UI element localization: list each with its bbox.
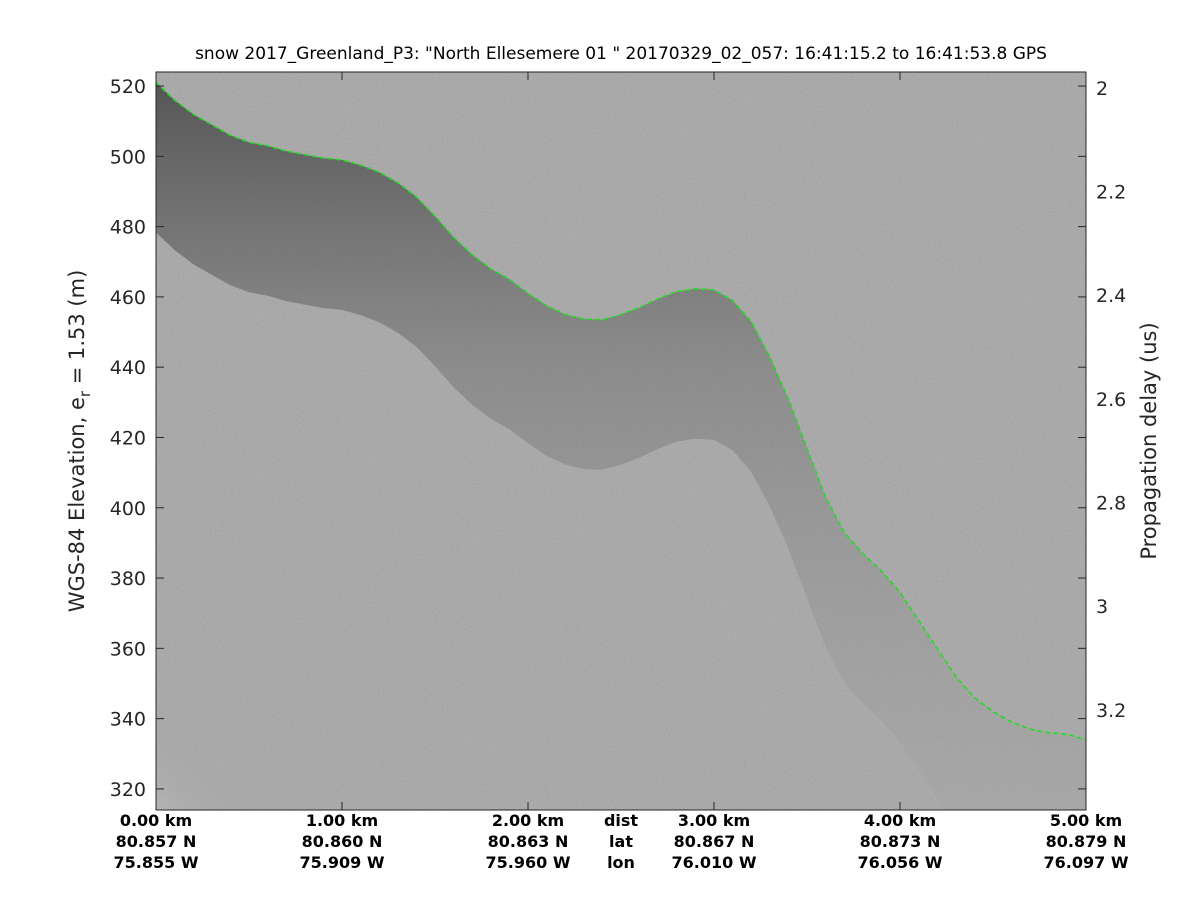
y2-axis-ticks: 2 2.2 2.4 2.6 2.8 3 3.2	[1096, 78, 1126, 722]
y-tick-label: 340	[110, 709, 146, 731]
plot-area	[156, 72, 1086, 810]
x-tick-lon-label: 75.960 W	[486, 853, 571, 872]
y-tick-label: 320	[110, 779, 146, 801]
x-tick-dist-label: 5.00 km	[1050, 811, 1122, 830]
x-tick-dist-label: 2.00 km	[492, 811, 564, 830]
y2-tick-label: 3.2	[1096, 700, 1126, 722]
y2-tick-label: 2.2	[1096, 181, 1126, 203]
y-tick-label: 440	[110, 357, 146, 379]
y-axis-label-sub: r	[76, 390, 94, 397]
x-tick-lat-label: 80.879 N	[1046, 832, 1127, 851]
y-tick-label: 380	[110, 568, 146, 590]
y-tick-label: 400	[110, 498, 146, 520]
x-tick-dist-label: 3.00 km	[678, 811, 750, 830]
x-tick-lon-label: 76.056 W	[858, 853, 943, 872]
y-axis-ticks: 320 340 360 380 400 420 440 460 480 500 520	[110, 76, 1086, 801]
x-tick-lon-label: 75.909 W	[300, 853, 385, 872]
surface-trace-line	[156, 81, 1086, 741]
plot-frame	[155, 71, 1087, 811]
x-tick-lon-label: 76.010 W	[672, 853, 757, 872]
y-axis-label-rest: = 1.53 (m)	[65, 270, 89, 391]
x-tick-dist-label: 1.00 km	[306, 811, 378, 830]
bottom-row-labels: dist lat lon	[604, 811, 638, 872]
x-tick-lat-label: 80.873 N	[860, 832, 941, 851]
y-tick-label: 500	[110, 146, 146, 168]
y2-tick-label: 2.4	[1096, 285, 1126, 307]
x-tick-lon-label: 75.855 W	[114, 853, 199, 872]
x-axis-ticks: 0.00 km 80.857 N 75.855 W 1.00 km 80.860 N 75…	[114, 72, 1129, 872]
lat-row-label: lat	[609, 832, 633, 851]
y-tick-label: 460	[110, 287, 146, 309]
y2-tick-label: 2.8	[1096, 493, 1126, 515]
x-tick-lat-label: 80.860 N	[302, 832, 383, 851]
y-tick-label: 420	[110, 427, 146, 449]
y-tick-label: 360	[110, 638, 146, 660]
y-tick-label: 480	[110, 217, 146, 239]
y2-tick-label: 2	[1096, 78, 1108, 100]
dist-row-label: dist	[604, 811, 638, 830]
subsurface-layer-band	[156, 82, 1086, 810]
x-tick-lat-label: 80.857 N	[116, 832, 197, 851]
bottom-left-glow	[156, 700, 276, 810]
y-axis-label: WGS-84 Elevation, er = 1.53 (m)	[65, 270, 94, 613]
x-tick-lat-label: 80.867 N	[674, 832, 755, 851]
y2-tick-label: 3	[1096, 596, 1108, 618]
x-tick-dist-label: 0.00 km	[120, 811, 192, 830]
y2-axis-label: Propagation delay (us)	[1137, 322, 1161, 559]
x-tick-lon-label: 76.097 W	[1044, 853, 1129, 872]
y-axis-label-main: WGS-84 Elevation, e	[65, 397, 89, 612]
y-tick-label: 520	[110, 76, 146, 98]
y2-tick-label: 2.6	[1096, 389, 1126, 411]
chart-title: snow 2017_Greenland_P3: "North Ellesemer…	[195, 44, 1047, 64]
x-tick-lat-label: 80.863 N	[488, 832, 569, 851]
lon-row-label: lon	[607, 853, 635, 872]
x-tick-dist-label: 4.00 km	[864, 811, 936, 830]
